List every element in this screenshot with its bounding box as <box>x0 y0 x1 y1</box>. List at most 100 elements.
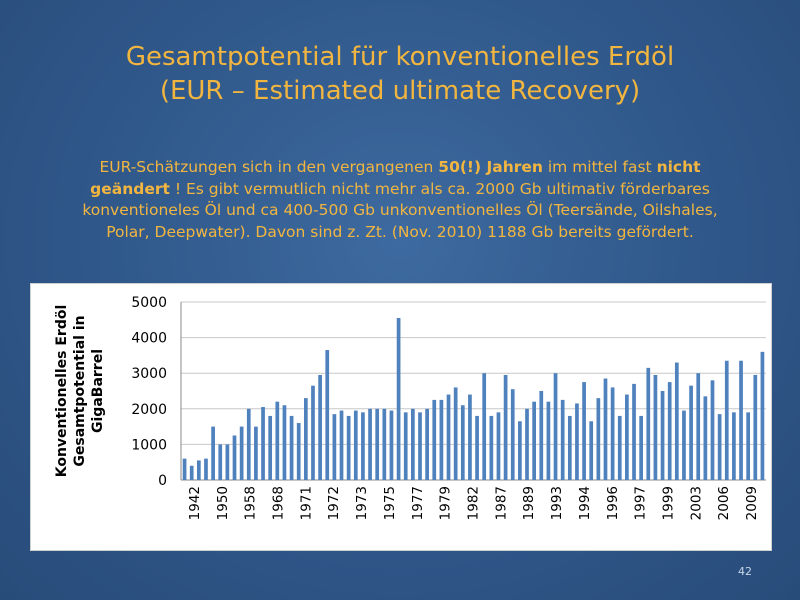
y-tick-label: 1000 <box>131 437 167 453</box>
bar <box>261 407 265 480</box>
bar <box>311 385 315 480</box>
x-tick-label: 1979 <box>438 486 454 520</box>
bar <box>503 374 508 480</box>
bar <box>453 387 458 480</box>
x-tick-label: 1982 <box>466 486 482 520</box>
bar <box>760 351 765 480</box>
bar <box>539 391 544 480</box>
bar <box>660 391 665 480</box>
bar <box>525 408 529 480</box>
bar <box>375 408 380 480</box>
bar <box>425 408 429 480</box>
bar <box>667 382 672 480</box>
bar <box>246 408 251 480</box>
bar <box>189 465 194 480</box>
bar <box>532 401 536 480</box>
x-tick-label: 1994 <box>577 486 593 520</box>
bar <box>717 414 722 480</box>
bar <box>746 412 751 480</box>
bar <box>446 394 451 480</box>
bar <box>296 423 301 480</box>
x-tick-label: 1950 <box>215 486 231 520</box>
bar <box>589 421 594 480</box>
title-line-1: Gesamtpotential für konventionelles Erdö… <box>125 42 675 72</box>
y-axis-title-line: Gesamtpotential in <box>72 315 88 466</box>
bar <box>382 408 387 480</box>
bar <box>625 394 629 480</box>
bar <box>346 415 351 480</box>
bar <box>475 415 479 480</box>
body-text-2: im mittel fast <box>542 158 657 176</box>
bar <box>553 373 558 480</box>
y-axis-title-line: GigaBarrel <box>90 349 106 433</box>
x-tick-label: 1977 <box>410 486 426 520</box>
bar <box>567 415 572 480</box>
body-bold-unchanged: nicht geändert <box>90 158 701 198</box>
x-tick-label: 1973 <box>354 486 370 520</box>
x-tick-label: 1999 <box>661 486 677 520</box>
bar <box>546 401 551 480</box>
bar <box>353 410 358 480</box>
x-tick-label: 1997 <box>633 486 649 520</box>
bar <box>617 415 622 480</box>
bar <box>368 408 372 480</box>
bar <box>603 378 608 480</box>
bar <box>396 318 401 480</box>
bar <box>389 410 394 480</box>
bar <box>339 410 344 480</box>
bar <box>468 394 472 480</box>
bar <box>510 389 515 480</box>
x-tick-label: 1958 <box>243 486 259 520</box>
bar <box>182 458 187 480</box>
x-tick-label: 1972 <box>326 486 342 520</box>
x-tick-label: 2003 <box>688 486 704 520</box>
y-tick-label: 4000 <box>131 331 167 347</box>
bar <box>560 399 565 480</box>
bar <box>739 360 743 480</box>
y-tick-label: 3000 <box>131 366 167 382</box>
x-tick-label: 1942 <box>187 486 203 520</box>
bar <box>303 398 308 480</box>
bar <box>610 387 615 480</box>
bar <box>275 401 280 480</box>
bar <box>689 385 693 480</box>
x-tick-label: 1968 <box>271 486 287 520</box>
body-text-3: ! Es gibt vermutlich nicht mehr als ca. … <box>82 179 718 241</box>
x-tick-label: 1993 <box>549 486 565 520</box>
bar <box>575 403 579 480</box>
bar <box>432 399 437 480</box>
bar <box>496 412 501 480</box>
bar <box>710 380 715 480</box>
x-tick-label: 1996 <box>605 486 621 520</box>
bar <box>439 399 444 480</box>
slide-body-text: EUR-Schätzungen sich in den vergangenen … <box>62 157 738 243</box>
bar <box>632 383 636 480</box>
bar <box>482 373 487 480</box>
bar <box>254 426 258 480</box>
bar <box>596 398 601 480</box>
y-tick-label: 2000 <box>131 402 167 418</box>
bar <box>639 415 644 480</box>
x-tick-label: 1971 <box>298 486 314 520</box>
bar <box>732 412 736 480</box>
bar <box>218 444 223 480</box>
bar <box>646 367 651 480</box>
x-tick-label: 1987 <box>493 486 509 520</box>
bar <box>682 410 686 480</box>
bar <box>460 405 465 480</box>
y-axis-title-line: Konventionelles Erdöl <box>54 305 70 478</box>
bar <box>418 412 422 480</box>
bar <box>361 412 365 480</box>
bar <box>289 415 294 480</box>
page-number: 42 <box>738 565 752 578</box>
body-bold-years: 50(!) Jahren <box>438 158 543 176</box>
bar <box>653 374 658 480</box>
eur-bar-chart: 0 1000 2000 3000 4000 5000 1942 1950 1958 1968 197… <box>54 295 766 520</box>
y-tick-label: 5000 <box>131 295 167 311</box>
slide-title: Gesamtpotential für konventionelles Erdö… <box>0 40 800 108</box>
bar <box>332 414 337 480</box>
bar <box>696 373 701 480</box>
bar <box>674 362 679 480</box>
bar <box>325 350 330 480</box>
bar <box>724 360 729 480</box>
